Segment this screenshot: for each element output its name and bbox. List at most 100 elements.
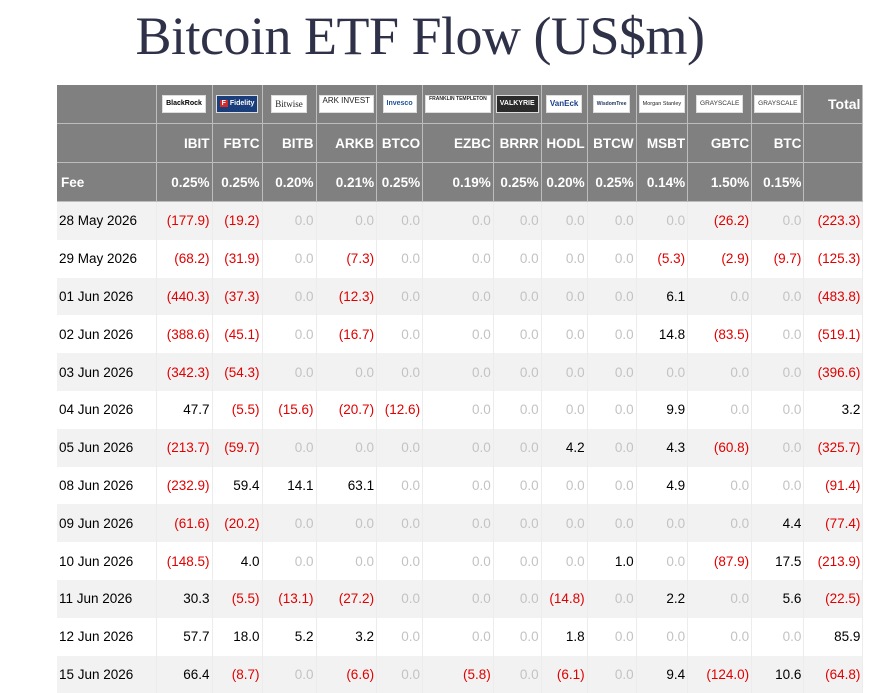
fee-msbt: 0.14%: [636, 162, 689, 202]
flow-cell-bitb: 0.0: [262, 542, 317, 580]
flow-cell-bitb: 14.1: [262, 466, 317, 505]
flow-cell-total: (223.3): [803, 201, 864, 240]
ticker-row: IBIT FBTC BITB ARKB BTCO EZBC BRRR HODL …: [57, 123, 864, 163]
flow-cell-ibit: (61.6): [156, 504, 213, 543]
flow-cell-brrr: 0.0: [493, 428, 542, 467]
flow-cell-ibit: 57.7: [156, 617, 213, 656]
flow-cell-btco: 0.0: [376, 315, 424, 354]
flow-cell-bitb: 5.2: [262, 617, 317, 656]
valkyrie-logo: VALKYRIE: [495, 95, 539, 113]
flow-cell-btcw: 0.0: [587, 353, 637, 391]
table-row: 01 Jun 2026 (440.3) (37.3) 0.0 (12.3) 0.0 0.0 0…: [57, 277, 864, 316]
flow-cell-ezbc: 0.0: [422, 239, 494, 278]
flow-cell-ibit: 47.7: [156, 390, 213, 429]
flow-cell-brrr: 0.0: [493, 579, 542, 618]
flow-cell-msbt: 9.9: [636, 390, 689, 429]
flow-cell-ezbc: (5.8): [422, 655, 494, 693]
flow-cell-btcw: 0.0: [587, 655, 637, 693]
fee-ezbc: 0.19%: [422, 162, 494, 202]
fidelity-logo: F Fidelity: [215, 95, 259, 113]
flow-cell-brrr: 0.0: [493, 353, 542, 391]
flow-cell-btcw: 0.0: [587, 201, 637, 240]
ticker-hodl: HODL: [541, 123, 588, 163]
flow-cell-arkb: 0.0: [316, 428, 378, 467]
flow-cell-msbt: 2.2: [636, 579, 689, 618]
flow-cell-msbt: 4.9: [636, 466, 689, 505]
ticker-ezbc: EZBC: [422, 123, 494, 163]
flow-cell-ezbc: 0.0: [422, 428, 494, 467]
flow-cell-fbtc: (54.3): [212, 353, 263, 391]
flow-cell-btc: 0.0: [751, 201, 805, 240]
table-row: 02 Jun 2026 (388.6) (45.1) 0.0 (16.7) 0.0 0.0 0…: [57, 315, 864, 354]
flow-cell-btco: 0.0: [376, 655, 424, 693]
flow-cell-btco: 0.0: [376, 277, 424, 316]
morgan-stanley-logo: Morgan Stanley: [638, 95, 686, 113]
flow-cell-total: (77.4): [803, 504, 864, 543]
ark-invest-logo: ARK INVEST: [318, 95, 375, 113]
ticker-btco: BTCO: [376, 123, 424, 163]
flow-cell-fbtc: (31.9): [212, 239, 263, 278]
ticker-arkb: ARKB: [316, 123, 378, 163]
flow-cell-gbtc: 0.0: [687, 617, 753, 656]
flow-cell-brrr: 0.0: [493, 617, 542, 656]
flow-cell-total: (22.5): [803, 579, 864, 618]
flow-cell-total: (64.8): [803, 655, 864, 693]
flow-cell-ibit: (342.3): [156, 353, 213, 391]
flow-cell-brrr: 0.0: [493, 201, 542, 240]
flow-cell-gbtc: 0.0: [687, 504, 753, 543]
flow-cell-bitb: 0.0: [262, 239, 317, 278]
total-header: Total: [803, 85, 864, 124]
flow-cell-msbt: 9.4: [636, 655, 689, 693]
flow-cell-fbtc: (8.7): [212, 655, 263, 693]
flow-cell-arkb: 0.0: [316, 542, 378, 580]
flow-cell-ibit: (177.9): [156, 201, 213, 240]
flow-cell-btc: 10.6: [751, 655, 805, 693]
flow-cell-gbtc: (83.5): [687, 315, 753, 354]
flow-cell-btcw: 0.0: [587, 277, 637, 316]
flow-cell-arkb: (12.3): [316, 277, 378, 316]
flow-cell-btco: 0.0: [376, 201, 424, 240]
flow-cell-hodl: 0.0: [541, 201, 588, 240]
flow-cell-btco: 0.0: [376, 617, 424, 656]
date-cell: 09 Jun 2026: [57, 504, 157, 543]
flow-cell-gbtc: (124.0): [687, 655, 753, 693]
table-row: 08 Jun 2026 (232.9) 59.4 14.1 63.1 0.0 0.0 0.0 0…: [57, 466, 864, 505]
flow-cell-btcw: 1.0: [587, 542, 637, 580]
franklin-templeton-logo: FRANKLIN TEMPLETON: [425, 95, 491, 113]
flow-cell-btco: 0.0: [376, 428, 424, 467]
flow-cell-btc: (9.7): [751, 239, 805, 278]
flow-cell-gbtc: 0.0: [687, 579, 753, 618]
etf-flow-table: BlackRock F Fidelity Bitwise ARK INVEST I…: [57, 85, 864, 693]
fee-btc: 0.15%: [751, 162, 805, 202]
flow-cell-btco: 0.0: [376, 353, 424, 391]
flow-cell-arkb: (20.7): [316, 390, 378, 429]
flow-cell-fbtc: (37.3): [212, 277, 263, 316]
flow-cell-total: 85.9: [803, 617, 864, 656]
flow-cell-arkb: 63.1: [316, 466, 378, 505]
flow-cell-brrr: 0.0: [493, 504, 542, 543]
ticker-btcw: BTCW: [587, 123, 637, 163]
flow-cell-bitb: 0.0: [262, 353, 317, 391]
flow-cell-btcw: 0.0: [587, 466, 637, 505]
flow-cell-fbtc: (5.5): [212, 390, 263, 429]
flow-cell-total: (483.8): [803, 277, 864, 316]
flow-cell-ibit: (68.2): [156, 239, 213, 278]
invesco-logo: Invesco: [382, 95, 417, 113]
ticker-fbtc: FBTC: [212, 123, 263, 163]
flow-cell-gbtc: (26.2): [687, 201, 753, 240]
flow-cell-hodl: 4.2: [541, 428, 588, 467]
flow-cell-total: (396.6): [803, 353, 864, 391]
flow-cell-btc: 17.5: [751, 542, 805, 580]
flow-cell-ibit: (213.7): [156, 428, 213, 467]
flow-cell-bitb: (15.6): [262, 390, 317, 429]
wisdomtree-logo: WisdomTree: [592, 95, 631, 113]
flow-cell-btc: 0.0: [751, 390, 805, 429]
flow-cell-total: 3.2: [803, 390, 864, 429]
flow-cell-btco: 0.0: [376, 239, 424, 278]
flow-cell-total: (213.9): [803, 542, 864, 580]
flow-cell-brrr: 0.0: [493, 390, 542, 429]
flow-cell-msbt: 0.0: [636, 617, 689, 656]
flow-cell-ezbc: 0.0: [422, 617, 494, 656]
flow-cell-btcw: 0.0: [587, 390, 637, 429]
flow-cell-ibit: 30.3: [156, 579, 213, 618]
